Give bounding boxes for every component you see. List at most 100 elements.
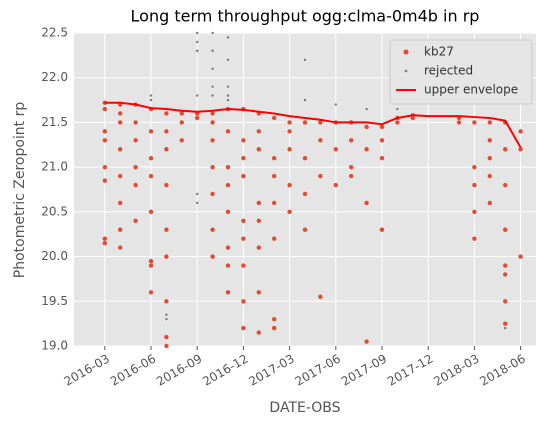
point bbox=[241, 173, 246, 179]
point bbox=[211, 49, 214, 53]
point bbox=[365, 107, 368, 111]
point bbox=[287, 182, 292, 188]
x-tick-label: 2017-06 bbox=[293, 352, 343, 389]
point bbox=[226, 94, 230, 97]
point bbox=[318, 120, 323, 125]
legend-box bbox=[389, 39, 533, 105]
point bbox=[487, 156, 492, 161]
point bbox=[349, 164, 354, 170]
point bbox=[164, 111, 169, 116]
point bbox=[241, 299, 246, 304]
point bbox=[518, 254, 523, 259]
point bbox=[102, 236, 108, 241]
point bbox=[211, 94, 214, 97]
point bbox=[225, 290, 231, 295]
point bbox=[133, 138, 138, 143]
point bbox=[472, 164, 477, 170]
point bbox=[210, 138, 215, 143]
legend-marker bbox=[403, 49, 409, 55]
y-tick-label: 20.0 bbox=[41, 249, 68, 263]
point bbox=[241, 236, 246, 241]
point bbox=[148, 263, 154, 268]
point bbox=[165, 317, 168, 321]
point bbox=[196, 49, 199, 53]
marks bbox=[102, 31, 523, 349]
point bbox=[272, 115, 277, 121]
point bbox=[164, 147, 169, 152]
x-tick-label: 2016-09 bbox=[154, 352, 204, 389]
point bbox=[225, 129, 231, 134]
point bbox=[102, 129, 108, 134]
point bbox=[148, 209, 154, 215]
point bbox=[149, 94, 153, 97]
y-tick-label: 21.0 bbox=[41, 160, 68, 174]
x-tick-label: 2016-12 bbox=[200, 352, 250, 389]
point bbox=[364, 200, 369, 206]
point bbox=[102, 164, 108, 170]
x-tick-label: 2017-03 bbox=[246, 352, 296, 389]
point bbox=[225, 182, 231, 188]
x-tick-label: 2017-09 bbox=[339, 352, 389, 389]
point bbox=[303, 98, 307, 102]
x-tick-label: 2018-03 bbox=[431, 352, 481, 389]
point bbox=[256, 290, 261, 295]
point bbox=[164, 182, 169, 188]
point bbox=[210, 254, 215, 259]
point bbox=[333, 147, 338, 152]
point bbox=[210, 227, 215, 232]
point bbox=[349, 138, 354, 143]
point bbox=[456, 120, 462, 125]
point bbox=[472, 209, 477, 215]
point bbox=[133, 218, 138, 223]
x-tick-label: 2016-03 bbox=[62, 352, 112, 389]
point bbox=[410, 115, 415, 121]
point bbox=[302, 191, 308, 197]
point bbox=[225, 263, 231, 268]
point bbox=[272, 173, 277, 179]
point bbox=[210, 191, 215, 197]
point bbox=[256, 147, 261, 152]
point bbox=[256, 245, 261, 250]
point bbox=[287, 129, 292, 134]
point bbox=[503, 299, 508, 304]
point bbox=[196, 31, 199, 35]
y-tick-label: 19.5 bbox=[41, 294, 68, 308]
point bbox=[179, 111, 184, 116]
point bbox=[118, 173, 123, 179]
point bbox=[487, 120, 492, 125]
point bbox=[225, 209, 231, 215]
point bbox=[165, 313, 168, 316]
y-tick-label: 19.0 bbox=[41, 339, 68, 353]
y-tick-label: 20.5 bbox=[41, 204, 68, 218]
point bbox=[487, 200, 492, 206]
point bbox=[226, 36, 230, 39]
point bbox=[225, 164, 231, 170]
point bbox=[272, 236, 277, 241]
point bbox=[256, 200, 261, 206]
point bbox=[118, 227, 123, 232]
y-tick-label: 21.5 bbox=[41, 115, 68, 129]
point bbox=[225, 245, 231, 250]
point bbox=[149, 98, 153, 102]
point bbox=[133, 164, 138, 170]
point bbox=[503, 227, 508, 232]
point bbox=[487, 173, 492, 179]
point bbox=[241, 218, 246, 223]
point bbox=[179, 138, 184, 143]
point bbox=[364, 147, 369, 152]
point bbox=[256, 218, 261, 223]
point bbox=[148, 290, 154, 295]
point bbox=[164, 254, 169, 259]
point bbox=[226, 98, 230, 102]
envelope-line bbox=[104, 101, 522, 148]
point bbox=[133, 182, 138, 188]
point bbox=[518, 129, 523, 134]
point bbox=[196, 201, 199, 205]
point bbox=[210, 111, 215, 116]
point bbox=[287, 209, 292, 215]
point bbox=[148, 173, 154, 179]
point bbox=[195, 115, 200, 121]
point bbox=[272, 156, 277, 161]
point bbox=[210, 164, 215, 170]
